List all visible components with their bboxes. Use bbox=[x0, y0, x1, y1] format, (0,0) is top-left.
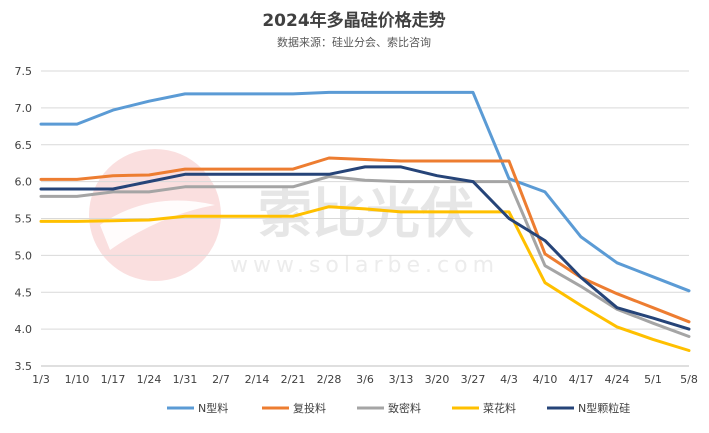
y-tick-label: 7.5 bbox=[15, 65, 33, 78]
watermark-url: www.solarbe.com bbox=[230, 253, 499, 278]
series-line-4 bbox=[39, 205, 691, 352]
y-tick-label: 3.5 bbox=[15, 360, 33, 373]
x-tick-label: 5/1 bbox=[644, 373, 662, 386]
y-tick-label: 5.0 bbox=[15, 249, 33, 262]
series-line-3 bbox=[39, 175, 691, 338]
x-tick-label: 3/27 bbox=[461, 373, 486, 386]
watermark-logo-swoosh bbox=[100, 200, 215, 250]
y-tick-label: 4.5 bbox=[15, 286, 33, 299]
y-tick-label: 6.0 bbox=[15, 176, 33, 189]
x-tick-label: 4/24 bbox=[605, 373, 630, 386]
x-tick-label: 4/10 bbox=[533, 373, 558, 386]
y-tick-label: 7.0 bbox=[15, 102, 33, 115]
x-tick-label: 3/13 bbox=[389, 373, 414, 386]
x-tick-label: 4/17 bbox=[569, 373, 594, 386]
legend-label: N型料 bbox=[198, 401, 228, 415]
legend: N型料 复投料 致密料 菜花料 N型颗粒硅 bbox=[167, 401, 630, 415]
x-axis: 1/3 1/10 1/17 1/24 1/31 2/7 2/14 2/21 2/28 3/6 3/1… bbox=[32, 373, 698, 386]
legend-label: 致密料 bbox=[388, 401, 421, 415]
series-line-5 bbox=[39, 165, 691, 331]
y-axis: 3.5 4.0 4.5 5.0 5.5 6.0 6.5 7.0 7.5 bbox=[15, 65, 33, 373]
series-line-1 bbox=[39, 90, 691, 293]
x-tick-label: 1/3 bbox=[32, 373, 50, 386]
x-tick-label: 2/21 bbox=[281, 373, 306, 386]
x-tick-label: 2/28 bbox=[317, 373, 342, 386]
series-lines bbox=[39, 90, 691, 352]
chart-title: 2024年多晶硅价格走势 bbox=[262, 10, 445, 31]
x-tick-label: 3/20 bbox=[425, 373, 450, 386]
gridlines bbox=[41, 70, 689, 367]
x-tick-label: 1/31 bbox=[173, 373, 198, 386]
y-tick-label: 6.5 bbox=[15, 139, 33, 152]
x-tick-label: 1/24 bbox=[137, 373, 162, 386]
y-tick-label: 4.0 bbox=[15, 323, 33, 336]
x-tick-label: 3/6 bbox=[356, 373, 374, 386]
x-tick-label: 1/10 bbox=[65, 373, 90, 386]
y-tick-label: 5.5 bbox=[15, 213, 33, 226]
x-tick-label: 5/8 bbox=[680, 373, 698, 386]
x-tick-label: 2/14 bbox=[245, 373, 270, 386]
legend-label: 复投料 bbox=[293, 401, 326, 415]
legend-label: 菜花料 bbox=[483, 401, 516, 415]
x-tick-label: 4/3 bbox=[500, 373, 518, 386]
watermark-brand: 索比光伏 bbox=[258, 182, 474, 245]
legend-label: N型颗粒硅 bbox=[578, 401, 630, 415]
chart-subtitle: 数据来源：硅业分会、索比咨询 bbox=[277, 35, 431, 49]
x-tick-label: 2/7 bbox=[212, 373, 230, 386]
x-tick-label: 1/17 bbox=[101, 373, 126, 386]
